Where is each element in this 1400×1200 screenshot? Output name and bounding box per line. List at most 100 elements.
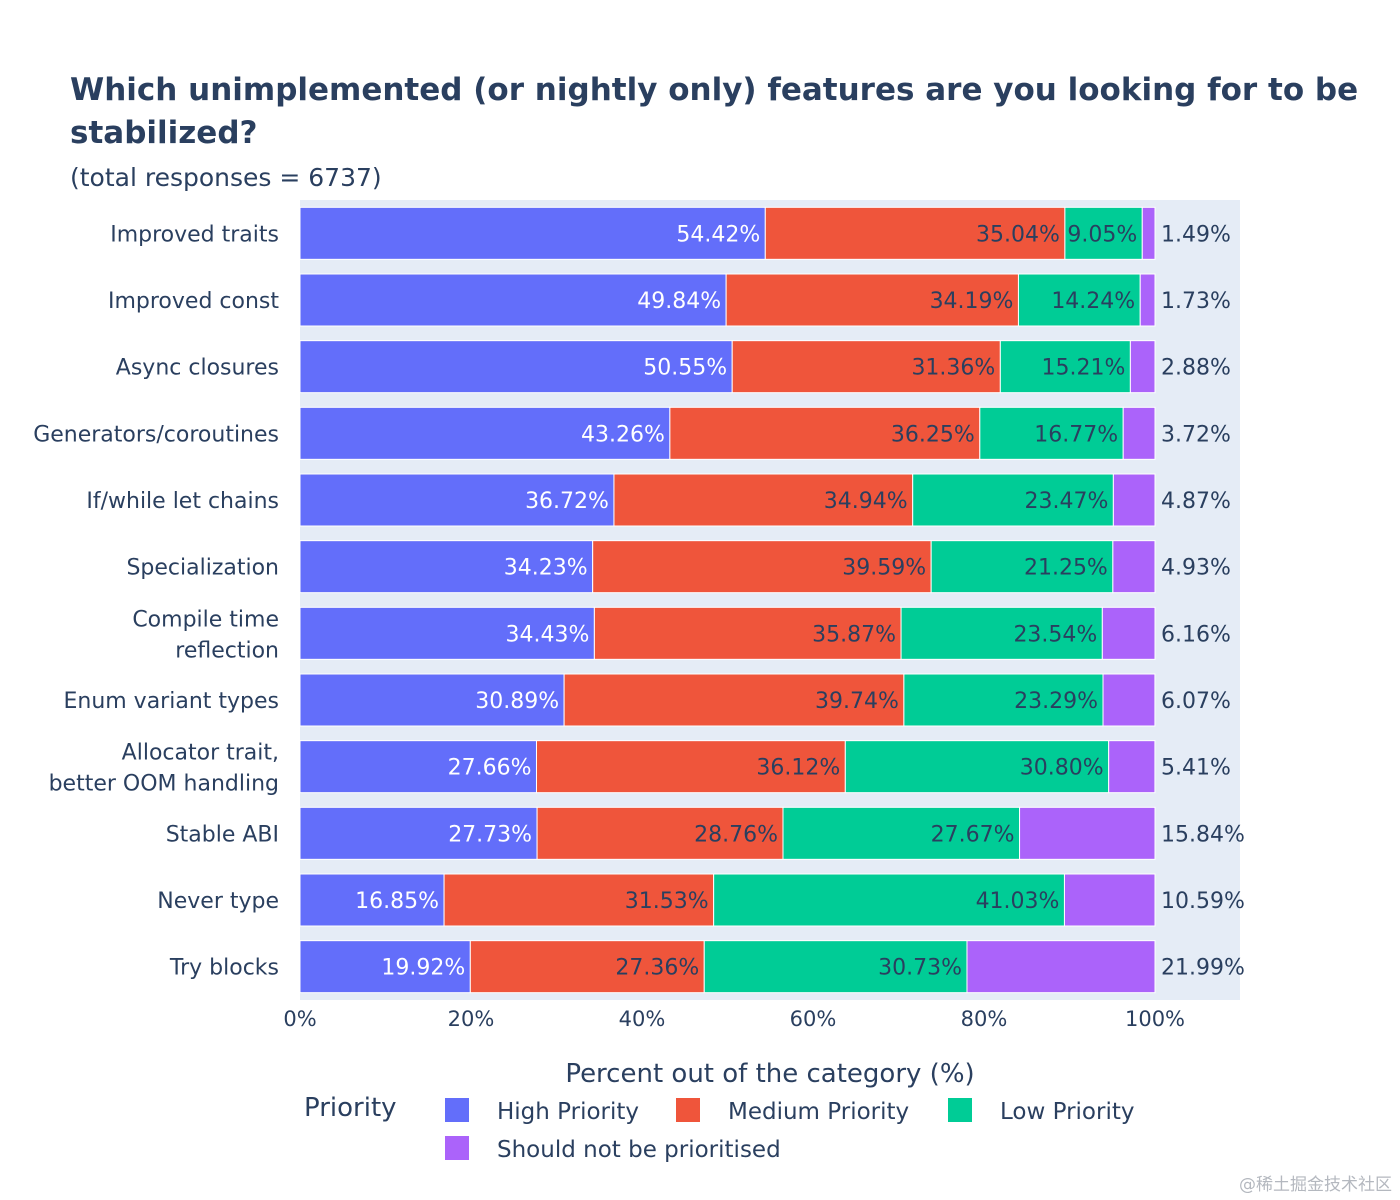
data-label: 36.72% [525,489,609,514]
y-axis: Improved traits Improved const Async closu… [33,222,279,980]
data-label: 23.29% [1014,689,1098,714]
data-label: 28.76% [694,822,778,847]
bar-segment [1122,406,1156,460]
bar-segment [1129,340,1156,394]
x-axis: 0% 20% 40% 60% 80% 100% [283,1007,1185,1031]
category-label: Try blocks [169,956,279,981]
bar-segment [299,673,565,727]
bar-row: 54.42% 35.04% 9.05% 1.49% [299,206,1231,260]
bar-segment [1141,206,1156,260]
data-label: 3.72% [1161,422,1231,447]
data-label: 43.26% [581,422,665,447]
data-label: 30.80% [1020,756,1104,781]
data-label: 30.89% [475,689,559,714]
x-tick-label: 60% [790,1007,837,1031]
bar-segment [1108,740,1156,794]
data-label: 54.42% [676,222,760,247]
legend-item[interactable]: Medium Priority [676,1098,909,1125]
data-label: 34.19% [930,289,1014,314]
category-label: better OOM handling [49,772,279,797]
data-label: 35.87% [812,622,896,647]
x-tick-label: 0% [283,1007,316,1031]
data-label: 36.12% [756,756,840,781]
bar-segment [299,740,537,794]
data-label: 23.47% [1024,489,1108,514]
bar-segment [912,473,1114,527]
bar-segment [1017,273,1141,327]
category-label: Specialization [126,556,279,581]
bar-row: 43.26% 36.25% 16.77% 3.72% [299,406,1231,460]
category-label: Improved traits [110,222,279,247]
data-label: 16.77% [1034,422,1118,447]
category-label: Improved const [108,289,279,314]
category-label: Stable ABI [166,822,279,847]
legend-swatch [445,1136,469,1160]
category-label: Enum variant types [63,689,279,714]
bar-segment [930,540,1114,594]
data-label: 39.59% [842,556,926,581]
bar-segment [1019,806,1156,860]
category-label: Allocator trait, [122,741,279,766]
bar-segment [979,406,1124,460]
data-label: 16.85% [355,889,439,914]
bar-row: 27.66% 36.12% 30.80% 5.41% [299,740,1231,794]
bar-segment [592,540,932,594]
data-label: 4.93% [1161,556,1231,581]
bar-segment [299,473,615,527]
bar-segment [1139,273,1156,327]
legend-label: High Priority [497,1099,639,1125]
bar-segment [299,806,538,860]
data-label: 39.74% [815,689,899,714]
bar-segment [1112,473,1156,527]
data-label: 9.05% [1067,222,1137,247]
legend[interactable]: Priority High Priority Medium Priority Low… [304,1093,1134,1163]
bar-segment [725,273,1019,327]
legend-item[interactable]: Should not be prioritised [445,1136,781,1163]
bar-segment [299,273,727,327]
legend-item[interactable]: Low Priority [948,1098,1134,1125]
data-label: 27.66% [448,756,532,781]
bar-segment [713,873,1065,927]
data-label: 14.24% [1051,289,1135,314]
bar-segment [563,673,905,727]
data-label: 34.94% [824,489,908,514]
data-label: 27.73% [448,822,532,847]
bar-row: 16.85% 31.53% 41.03% 10.59% [299,873,1245,927]
bar-row: 30.89% 39.74% 23.29% 6.07% [299,673,1231,727]
bar-segment [536,806,784,860]
bar-segment [1101,606,1156,660]
bar-segment [1102,673,1156,727]
bar-row: 50.55% 31.36% 15.21% 2.88% [299,340,1231,394]
bar-row: 19.92% 27.36% 30.73% 21.99% [299,940,1245,994]
bar-segment [703,940,968,994]
bar-segment [469,940,705,994]
data-label: 1.73% [1161,289,1231,314]
bar-row: 49.84% 34.19% 14.24% 1.73% [299,273,1231,327]
bar-row: 34.23% 39.59% 21.25% 4.93% [299,540,1231,594]
bar-segment [299,873,445,927]
data-label: 27.67% [931,822,1015,847]
bar-segment [782,806,1021,860]
legend-swatch [445,1098,469,1122]
category-label: Generators/coroutines [33,422,279,447]
bar-segment [1112,540,1156,594]
legend-label: Should not be prioritised [497,1137,781,1163]
category-label: Never type [157,889,279,914]
bar-segment [731,340,1001,394]
chart-title-line-2: stabilized? [70,115,258,151]
bars-layer: 54.42% 35.04% 9.05% 1.49% 49.84% 34.19% 14.24%… [299,206,1245,994]
legend-item[interactable]: High Priority [445,1098,639,1125]
data-label: 21.25% [1024,556,1108,581]
data-label: 35.04% [976,222,1060,247]
data-label: 50.55% [643,356,727,381]
data-label: 23.54% [1013,622,1097,647]
data-label: 10.59% [1161,889,1245,914]
category-label: Async closures [116,356,279,381]
bar-segment [1063,873,1156,927]
bar-segment [966,940,1156,994]
data-label: 34.23% [504,556,588,581]
bar-segment [299,340,733,394]
x-axis-label: Percent out of the category (%) [565,1059,974,1089]
data-label: 5.41% [1161,756,1231,781]
